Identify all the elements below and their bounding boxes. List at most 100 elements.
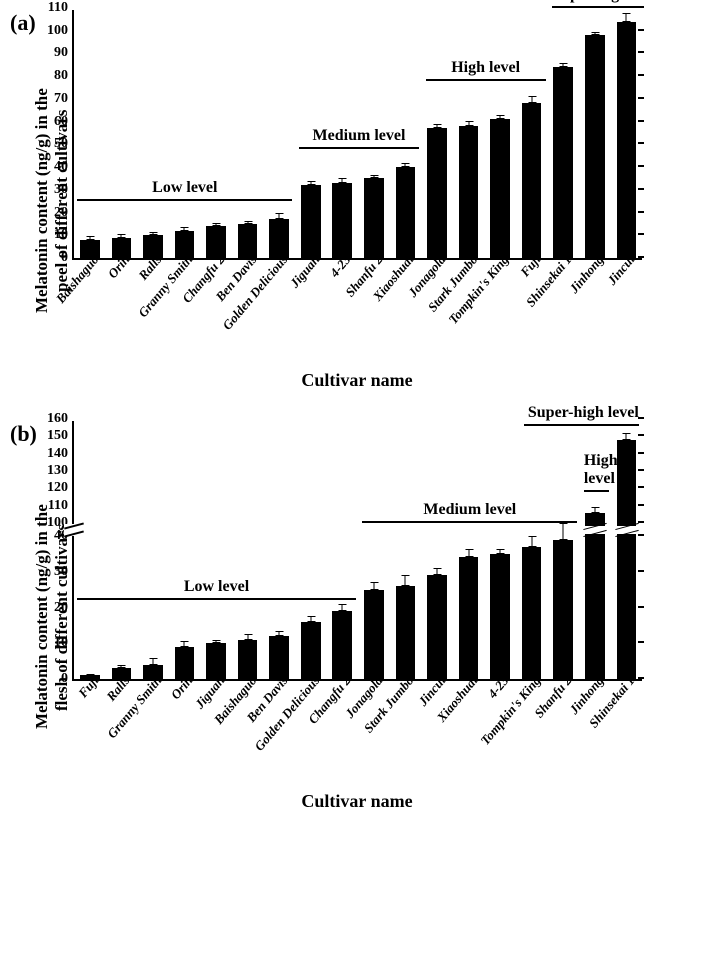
- bar: [364, 178, 384, 258]
- bar-slot: Shanfu 2: [547, 421, 579, 679]
- bar: [522, 103, 542, 258]
- bar-slot: Xiaoshuai: [453, 421, 485, 679]
- bar: [364, 590, 384, 679]
- level-label: Super-high level: [552, 0, 663, 3]
- bar: [459, 557, 479, 679]
- bar: [522, 547, 542, 679]
- ytick-mark: [638, 677, 644, 679]
- ytick-mark: [638, 606, 644, 608]
- ytick-mark: [638, 97, 644, 99]
- ytick-mark: [638, 256, 644, 258]
- ytick-mark: [638, 188, 644, 190]
- level-label: Medium level: [313, 127, 406, 144]
- bar-slot: Jonagold: [421, 10, 453, 258]
- ytick-mark: [638, 165, 644, 167]
- ytick-label: 150: [47, 428, 74, 444]
- bar: [585, 513, 605, 679]
- ytick-label: 90: [54, 45, 74, 61]
- ytick-label: 80: [54, 68, 74, 84]
- panel-b-bars: FujiRallsGranny SmithOrinJiguanBaishaguo…: [74, 421, 642, 679]
- bar-slot: Jiguan: [200, 421, 232, 679]
- level-group: Medium level: [362, 503, 577, 523]
- error-bar: [436, 568, 437, 575]
- bar-slot: Ralls: [106, 421, 138, 679]
- bar-xlabel: Jincui: [605, 252, 639, 288]
- bar: [427, 575, 447, 679]
- bar-slot: 4-23: [484, 421, 516, 679]
- ytick-label: 10: [54, 635, 74, 651]
- bar: [553, 540, 573, 679]
- bar: [427, 128, 447, 258]
- ytick-mark: [638, 521, 644, 523]
- panel-b-label: (b): [10, 421, 37, 447]
- panel-b-plot: FujiRallsGranny SmithOrinJiguanBaishaguo…: [72, 421, 642, 681]
- bar: [553, 67, 573, 258]
- panel-a-plot: BaishaguoOrinRallsGranny SmithChangfu 2B…: [72, 10, 642, 260]
- bar: [396, 586, 416, 679]
- ytick-mark: [638, 504, 644, 506]
- error-bar: [373, 582, 374, 589]
- bar: [617, 22, 637, 258]
- ytick-mark: [638, 211, 644, 213]
- bar-slot: Stark Jumbo: [453, 10, 485, 258]
- ytick-mark: [638, 434, 644, 436]
- bar-slot: Changfu 2: [200, 10, 232, 258]
- ytick-mark: [638, 486, 644, 488]
- level-label: Medium level: [423, 501, 516, 518]
- ytick-label: 20: [54, 205, 74, 221]
- bar: [301, 622, 321, 679]
- axis-break: [64, 524, 84, 536]
- bar-slot: Tompkin's King: [516, 421, 548, 679]
- bar-slot: Shinsekai 1: [547, 10, 579, 258]
- panel-a: (a) Melatonin content (ng/g) in thepeel …: [10, 10, 718, 391]
- bar-slot: Golden Delicious: [263, 10, 295, 258]
- error-bar: [563, 523, 564, 540]
- bar-slot: Ben Davis: [232, 10, 264, 258]
- bar-slot: Baishaguo: [232, 421, 264, 679]
- ytick-label: 100: [47, 23, 74, 39]
- ytick-mark: [638, 233, 644, 235]
- level-label: Highlevel: [584, 452, 618, 487]
- level-label: Low level: [152, 179, 217, 196]
- level-group: Super-high level: [524, 406, 639, 426]
- level-label: Low level: [184, 578, 249, 595]
- ytick-mark: [638, 452, 644, 454]
- ytick-label: 20: [54, 600, 74, 616]
- bar-slot: Ben Davis: [263, 421, 295, 679]
- level-group: Highlevel: [584, 454, 609, 492]
- bar-slot: Orin: [106, 10, 138, 258]
- bar: [617, 440, 637, 679]
- bar-slot: Orin: [169, 421, 201, 679]
- ytick-label: 120: [47, 480, 74, 496]
- bar-slot: Jonagold: [358, 421, 390, 679]
- bar-slot: Ralls: [137, 10, 169, 258]
- ytick-label: 70: [54, 91, 74, 107]
- level-label: Super-high level: [528, 404, 639, 421]
- ytick-mark: [638, 534, 644, 536]
- error-bar: [279, 213, 280, 220]
- bar-slot: Granny Smith: [137, 421, 169, 679]
- error-bar: [342, 604, 343, 611]
- error-bar: [626, 13, 627, 22]
- bar: [459, 126, 479, 258]
- bar-slot: Jincui: [421, 421, 453, 679]
- level-group: Low level: [77, 580, 356, 600]
- bar-slot: Fuji: [74, 421, 106, 679]
- ytick-mark: [638, 641, 644, 643]
- ytick-mark: [638, 74, 644, 76]
- ytick-mark: [638, 29, 644, 31]
- ytick-mark: [638, 51, 644, 53]
- panel-a-label: (a): [10, 10, 36, 36]
- error-bar: [405, 575, 406, 586]
- error-bar: [626, 433, 627, 440]
- ytick-label: 60: [54, 114, 74, 130]
- ytick-mark: [638, 469, 644, 471]
- ytick-label: 30: [54, 182, 74, 198]
- level-label: High level: [451, 59, 520, 76]
- level-group: Medium level: [299, 129, 419, 149]
- error-bar: [531, 96, 532, 104]
- bar-slot: Tompkin's King: [484, 10, 516, 258]
- ytick-label: 0: [61, 250, 74, 266]
- bar: [301, 185, 321, 258]
- ytick-mark: [638, 120, 644, 122]
